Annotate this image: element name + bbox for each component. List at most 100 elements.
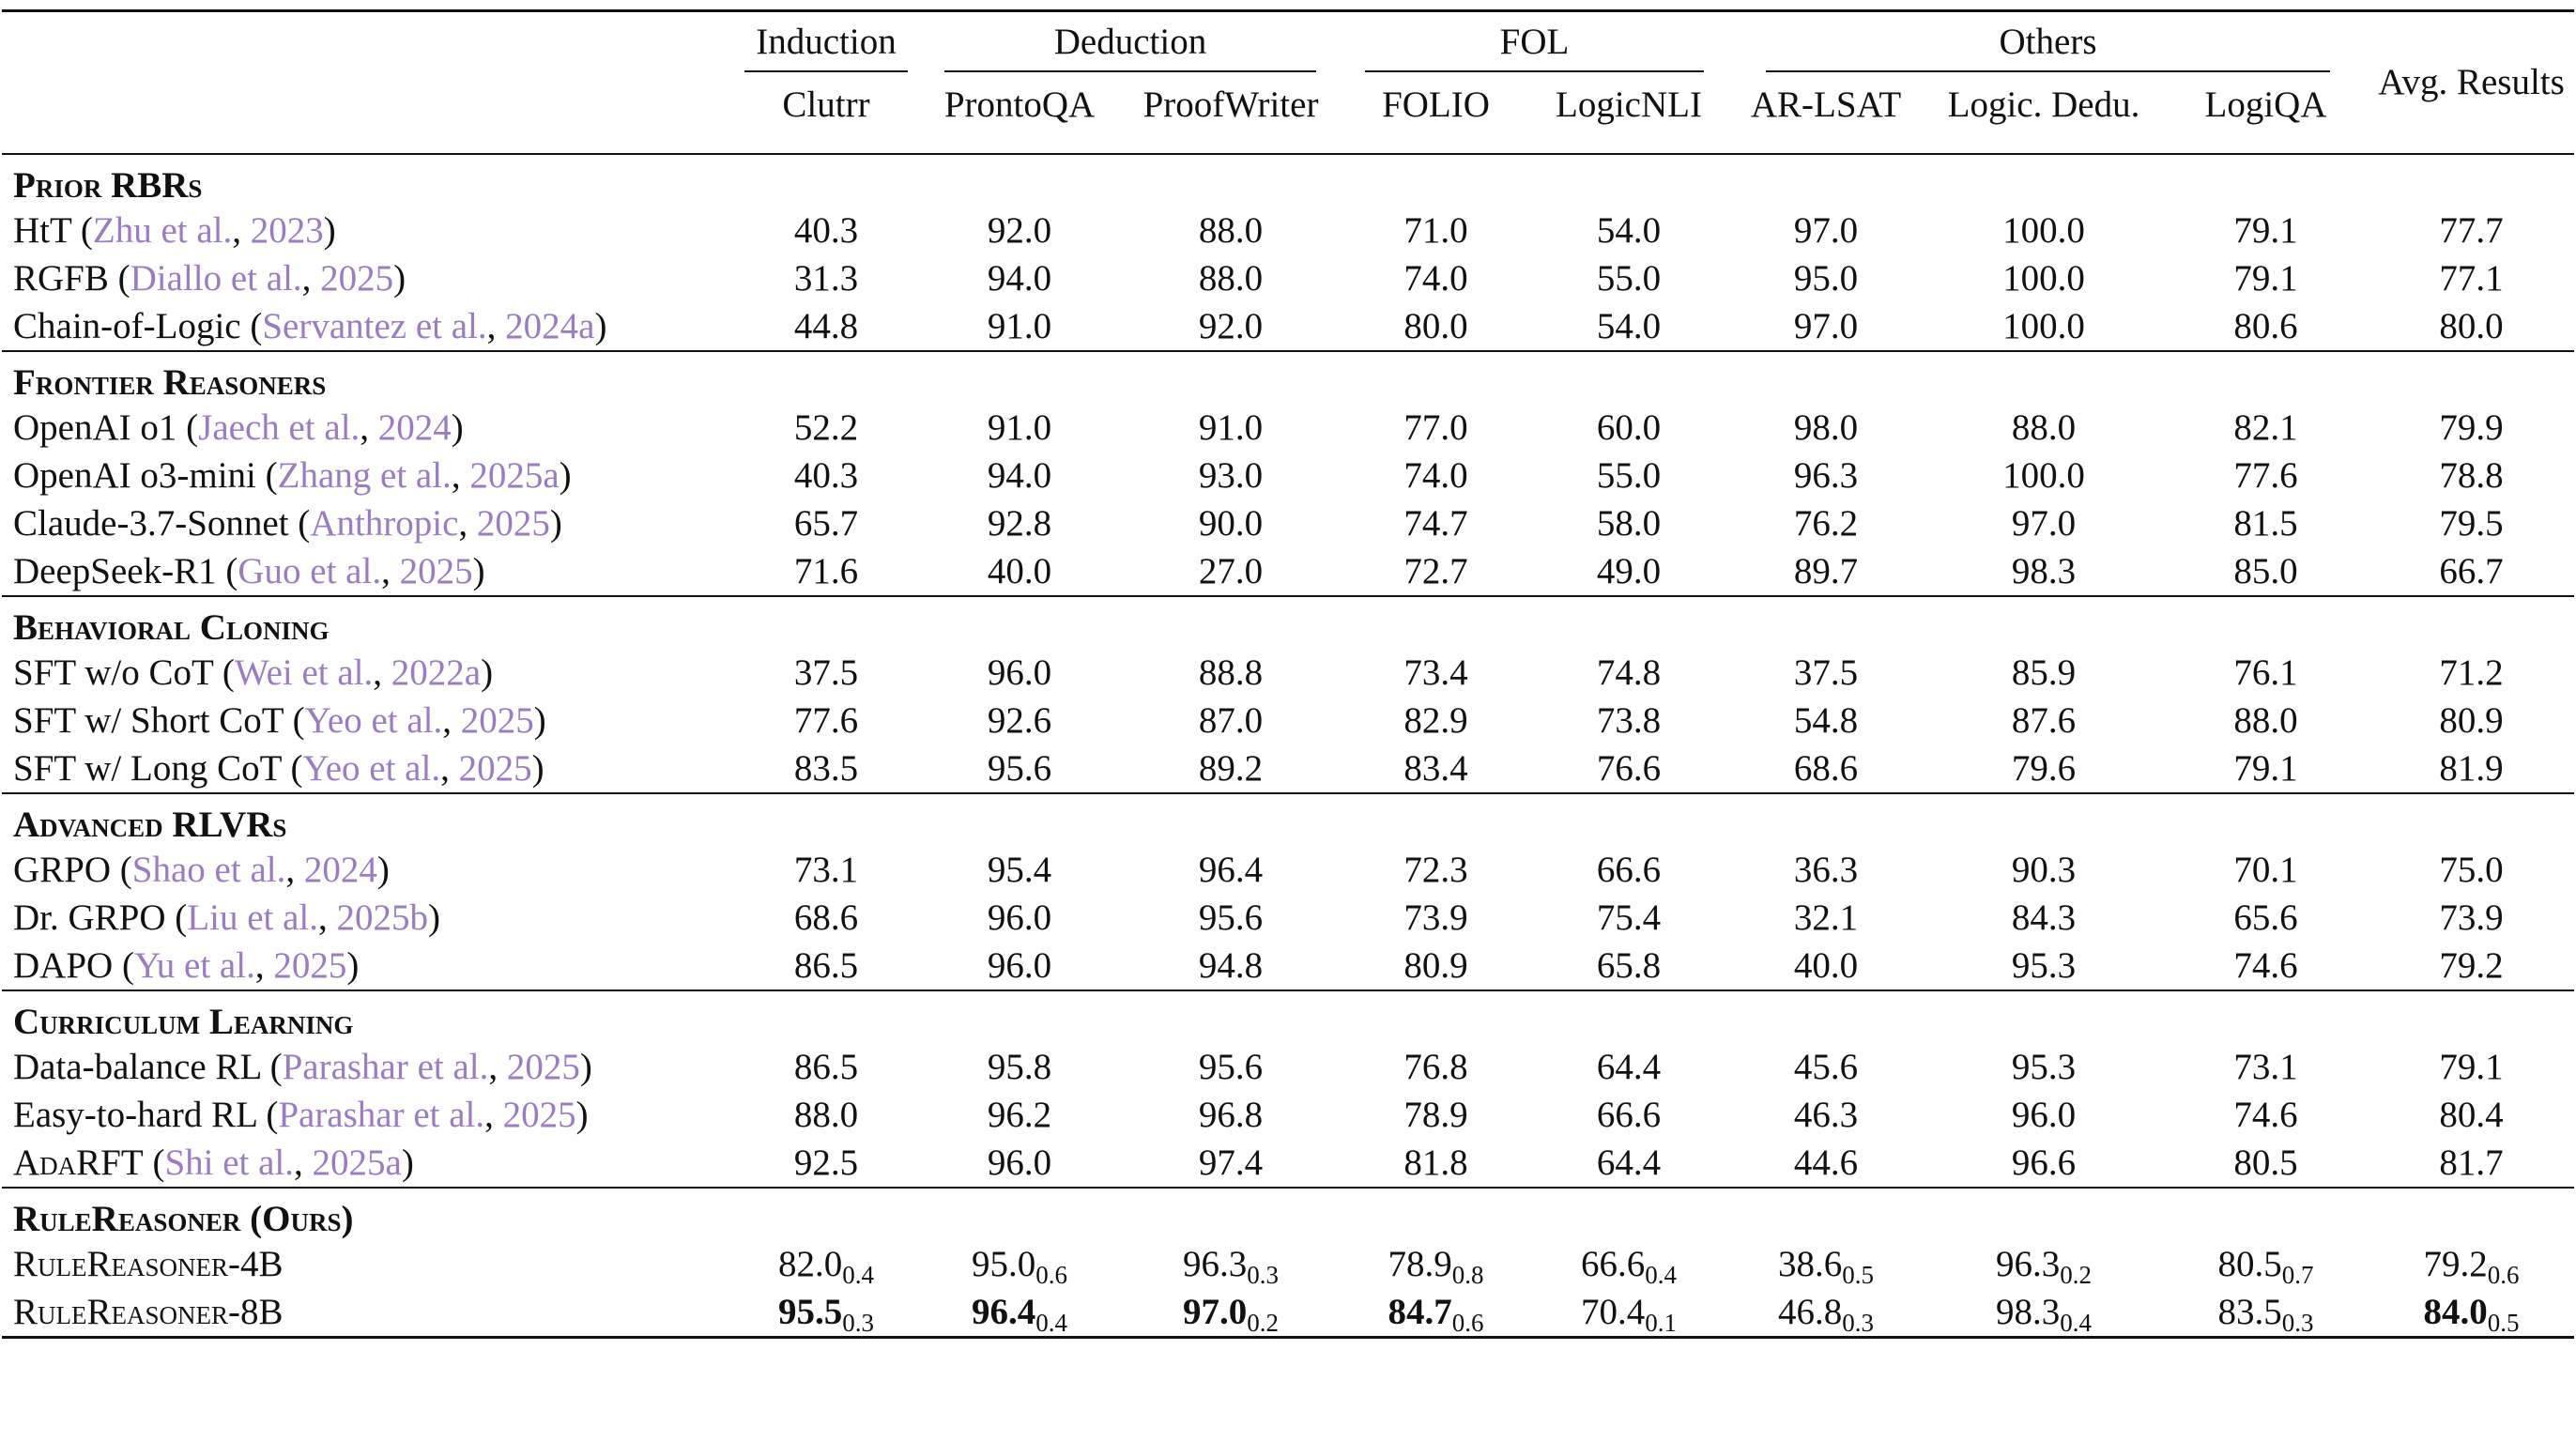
value: 82.1: [2233, 407, 2298, 448]
value-cell: 78.8: [2369, 452, 2574, 499]
value-cell: 74.6: [2163, 1091, 2369, 1139]
value-cell: 80.0: [2369, 302, 2574, 351]
citation-author[interactable]: Yeo et al.: [302, 748, 441, 789]
value: 64.4: [1596, 1047, 1662, 1087]
citation-author[interactable]: Wei et al.: [234, 652, 374, 693]
column-header: LogicNLI: [1556, 84, 1702, 125]
citation-year[interactable]: 2025: [458, 748, 532, 789]
value: 94.0: [987, 455, 1052, 496]
value-cell: 79.1: [2163, 254, 2369, 302]
value: 68.6: [1793, 748, 1859, 789]
value-cell: 40.0: [919, 547, 1120, 596]
section-row: Behavioral Cloning: [2, 596, 2575, 649]
value: 96.0: [987, 945, 1052, 986]
std: 0.4: [2060, 1309, 2092, 1337]
value-cell: 88.8: [1120, 649, 1342, 697]
citation-year[interactable]: 2025b: [336, 897, 429, 938]
value-cell: 89.7: [1727, 547, 1924, 596]
method-name: GRPO: [13, 850, 112, 890]
value: 96.3: [1183, 1244, 1248, 1284]
value: 76.1: [2233, 652, 2298, 693]
group-label: Induction: [744, 21, 909, 72]
citation-author[interactable]: Liu et al.: [187, 897, 318, 938]
citation-author[interactable]: Servantez et al.: [262, 306, 487, 346]
citation-year[interactable]: 2023: [250, 210, 324, 251]
citation-author[interactable]: Shao et al.: [131, 850, 286, 890]
value: 76.6: [1596, 748, 1662, 789]
value: 80.0: [2439, 306, 2504, 346]
value: 45.6: [1793, 1047, 1859, 1087]
value-cell: 87.0: [1120, 697, 1342, 744]
value: 71.0: [1403, 210, 1468, 251]
citation-year[interactable]: 2025: [460, 700, 534, 741]
value: 36.3: [1793, 850, 1859, 890]
value-cell: 64.4: [1530, 1043, 1727, 1091]
value: 81.7: [2439, 1143, 2504, 1183]
citation-year[interactable]: 2025: [502, 1095, 576, 1135]
value-cell: 98.3: [1924, 547, 2163, 596]
citation-author[interactable]: Yu et al.: [133, 945, 255, 986]
method-cell: SFT w/ Long CoT Yeo et al. 2025: [2, 744, 733, 793]
std: 0.8: [1451, 1261, 1484, 1289]
value: 44.6: [1793, 1143, 1859, 1183]
value-cell: 66.6: [1530, 1091, 1727, 1139]
value-cell: 88.0: [1120, 207, 1342, 254]
value: 74.6: [2233, 945, 2298, 986]
citation-year[interactable]: 2025: [506, 1047, 580, 1087]
citation-year[interactable]: 2024a: [505, 306, 595, 346]
column-header: Logic. Dedu.: [1947, 84, 2140, 125]
citation-year[interactable]: 2025a: [469, 455, 560, 496]
value: 96.6: [2011, 1143, 2077, 1183]
data-row: HtT Zhu et al. 2023 40.3 92.0 88.0 71.0 54.0 97…: [2, 207, 2574, 254]
citation-author[interactable]: Guo et al.: [238, 551, 382, 591]
citation-year[interactable]: 2022a: [391, 652, 482, 693]
citation-author[interactable]: Zhang et al.: [277, 455, 452, 496]
citation-author[interactable]: Anthropic: [310, 503, 459, 544]
citation: Yu et al. 2025: [122, 945, 359, 986]
value: 77.0: [1403, 407, 1468, 448]
value-cell: 80.0: [1342, 302, 1530, 351]
value-cell: 82.00.4: [733, 1240, 919, 1288]
citation-year[interactable]: 2025: [399, 551, 473, 591]
value: 88.8: [1198, 652, 1264, 693]
citation-year[interactable]: 2024: [303, 850, 377, 890]
value: 79.1: [2439, 1047, 2504, 1087]
value-cell: 95.50.3: [733, 1288, 919, 1338]
value: 40.3: [793, 210, 859, 251]
citation-author[interactable]: Diallo et al.: [130, 258, 302, 299]
value: 100.0: [2002, 210, 2085, 251]
citation-author[interactable]: Jaech et al.: [198, 407, 360, 448]
method-cell: DeepSeek-R1 Guo et al. 2025: [2, 547, 733, 596]
citation-author[interactable]: Yeo et al.: [304, 700, 443, 741]
value-cell: 94.8: [1120, 942, 1342, 990]
value-cell: 49.0: [1530, 547, 1727, 596]
citation-author[interactable]: Shi et al.: [164, 1143, 295, 1183]
value: 74.0: [1403, 258, 1468, 299]
citation-author[interactable]: Parashar et al.: [278, 1095, 485, 1135]
citation-author[interactable]: Parashar et al.: [282, 1047, 489, 1087]
value-cell: 79.9: [2369, 404, 2574, 452]
value: 73.1: [793, 850, 859, 890]
citation-year[interactable]: 2025: [320, 258, 394, 299]
citation-year[interactable]: 2025: [476, 503, 550, 544]
citation-year[interactable]: 2025: [273, 945, 347, 986]
method-cell: SFT w/o CoT Wei et al. 2022a: [2, 649, 733, 697]
citation: Parashar et al. 2025: [270, 1047, 592, 1087]
value-cell: 55.0: [1530, 452, 1727, 499]
value-cell: 85.9: [1924, 649, 2163, 697]
value: 80.9: [2439, 700, 2504, 741]
citation-year[interactable]: 2024: [377, 407, 452, 448]
citation-sep: [302, 258, 321, 299]
std: 0.6: [1451, 1309, 1484, 1337]
value: 95.6: [1198, 897, 1264, 938]
value-cell: 55.0: [1530, 254, 1727, 302]
citation-year[interactable]: 2025a: [312, 1143, 402, 1183]
value: 96.0: [987, 897, 1052, 938]
value: 97.4: [1198, 1143, 1264, 1183]
value: 77.7: [2439, 210, 2504, 251]
value-cell: 76.8: [1342, 1043, 1530, 1091]
citation-author[interactable]: Zhu et al.: [92, 210, 233, 251]
std: 0.2: [1247, 1309, 1279, 1337]
value-cell: 92.0: [1120, 302, 1342, 351]
